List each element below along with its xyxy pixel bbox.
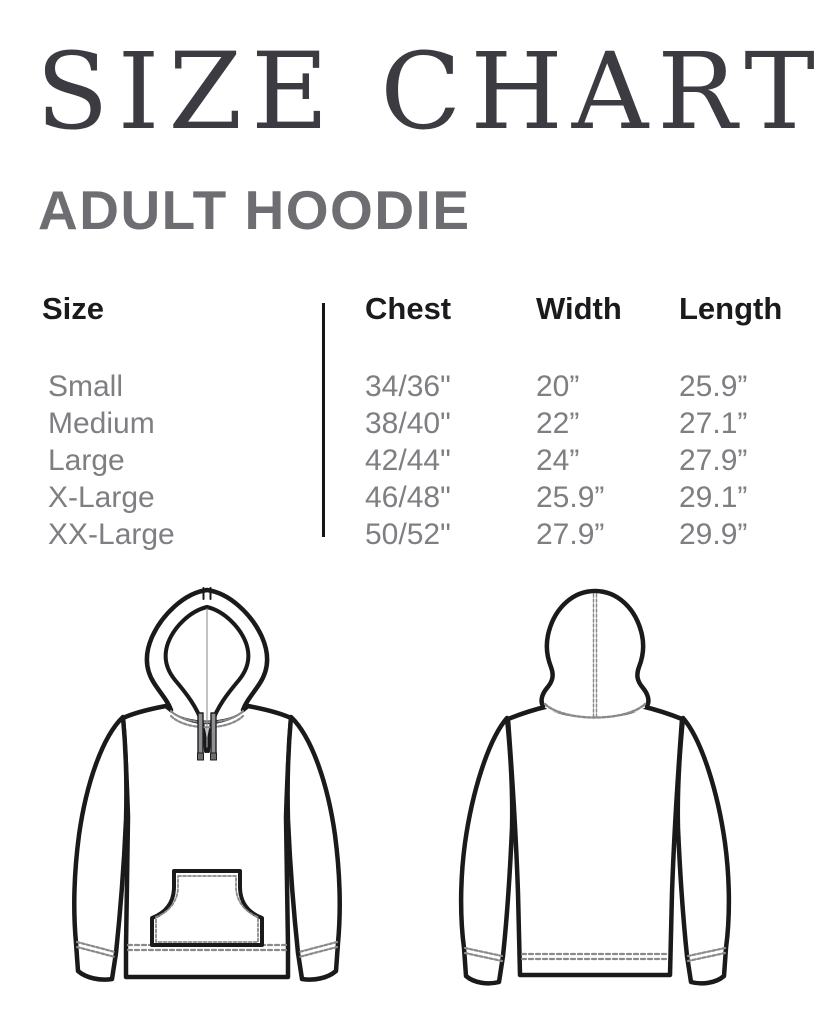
back-collar-stitch — [543, 702, 647, 719]
size-value: Large — [48, 444, 125, 477]
column-header-size: Size — [42, 291, 105, 326]
drawstring-left — [197, 712, 204, 761]
chest-value: 42/44" — [365, 444, 451, 477]
back-hood — [541, 591, 649, 718]
column-header-width: Width — [536, 291, 622, 326]
length-value: 25.9” — [679, 370, 748, 403]
width-value: 20” — [536, 370, 580, 403]
front-right-sleeve — [285, 714, 342, 982]
back-hem-stitches — [520, 952, 670, 961]
table-row: X-Large 46/48" 25.9” 29.1” — [42, 479, 802, 516]
chest-value: 38/40" — [365, 407, 451, 440]
front-left-sleeve — [72, 714, 129, 982]
pocket-stitch — [155, 875, 259, 943]
length-value: 27.9” — [679, 444, 748, 477]
size-value: XX-Large — [48, 518, 175, 551]
width-value: 27.9” — [536, 518, 605, 551]
column-header-length: Length — [679, 291, 783, 326]
back-right-sleeve — [675, 715, 732, 986]
size-value: Small — [48, 370, 124, 403]
back-hood-outline — [539, 588, 651, 709]
front-cuff-stitches — [75, 940, 339, 959]
hoodie-back-illustration — [458, 588, 732, 986]
width-value: 22” — [536, 407, 580, 440]
back-body — [505, 703, 685, 978]
hoodie-front-illustration — [72, 587, 342, 982]
drawstring-right — [210, 712, 217, 761]
width-value: 25.9” — [536, 481, 605, 514]
table-row: Small 34/36" 20” 25.9” — [42, 368, 802, 405]
kangaroo-pocket — [150, 869, 264, 947]
table-body: Small 34/36" 20” 25.9” Medium 38/40" 22”… — [42, 368, 802, 553]
size-value: Medium — [48, 407, 155, 440]
chest-value: 34/36" — [365, 370, 451, 403]
length-value: 29.1” — [679, 481, 748, 514]
table-row: XX-Large 50/52" 27.9” 29.9” — [42, 516, 802, 553]
page-title: SIZE CHART — [36, 30, 819, 153]
size-value: X-Large — [48, 481, 155, 514]
size-table: Size Chest Width Length Small 34/36" 20”… — [42, 292, 802, 553]
front-collar-stitches — [169, 709, 245, 729]
hood-top-notch — [202, 587, 212, 600]
table-row: Large 42/44" 24” 27.9” — [42, 442, 802, 479]
back-cuff-stitches — [463, 946, 727, 963]
column-header-chest: Chest — [365, 291, 452, 326]
table-column-divider — [322, 303, 325, 537]
length-value: 27.1” — [679, 407, 748, 440]
page-subtitle: ADULT HOODIE — [38, 179, 471, 241]
length-value: 29.9” — [679, 518, 748, 551]
width-value: 24” — [536, 444, 580, 477]
front-hood-outline — [144, 587, 270, 713]
chest-value: 46/48" — [365, 481, 451, 514]
chest-value: 50/52" — [365, 518, 451, 551]
table-header-row: Size Chest Width Length — [42, 292, 802, 326]
table-row: Medium 38/40" 22” 27.1” — [42, 405, 802, 442]
back-hood-center-seam — [592, 593, 598, 717]
back-left-sleeve — [458, 715, 515, 986]
